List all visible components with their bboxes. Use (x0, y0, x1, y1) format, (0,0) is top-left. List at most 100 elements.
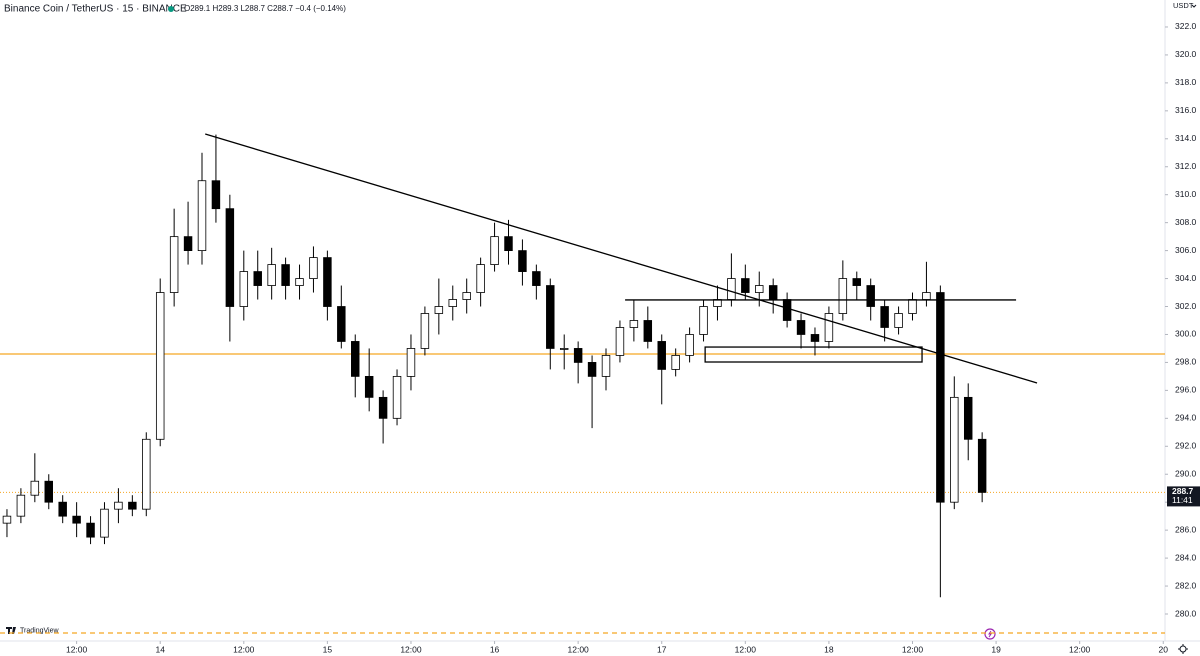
candle-body (727, 278, 736, 300)
candle (86, 516, 95, 545)
currency-caret (1191, 4, 1197, 8)
x-tick-label: 12:00 (568, 644, 590, 654)
candle-body (977, 438, 987, 493)
candle-body (615, 327, 625, 356)
candle-body (824, 313, 834, 342)
candle (323, 250, 332, 321)
x-tick-label: 18 (824, 644, 834, 654)
y-tick-label: 286.0 (1175, 524, 1197, 534)
candle-body (671, 355, 680, 370)
brand-icon (6, 627, 16, 634)
x-tick-label: 12:00 (400, 644, 422, 654)
candle (546, 278, 555, 370)
candle (142, 432, 151, 517)
candle (16, 488, 26, 524)
candle-body (142, 438, 151, 510)
candle-body (281, 264, 290, 286)
candle (351, 334, 360, 398)
candle (211, 134, 221, 223)
candle-body (128, 501, 137, 510)
candle (100, 502, 109, 545)
candle-body (462, 292, 471, 300)
candle (253, 250, 262, 300)
candle-body (406, 348, 416, 377)
candle (30, 453, 40, 503)
last-price-label: 288.7 (1172, 486, 1194, 496)
x-tick-label: 17 (657, 644, 667, 654)
candle (699, 299, 708, 342)
candle-body (866, 285, 875, 307)
candle (490, 222, 499, 272)
y-tick-label: 296.0 (1175, 385, 1197, 395)
candle-body (253, 271, 262, 286)
candle-body (838, 278, 848, 314)
candle-body (559, 348, 569, 350)
settings-icon[interactable] (1178, 644, 1188, 654)
candle-body (420, 313, 430, 349)
y-tick-label: 314.0 (1175, 133, 1197, 143)
candle (2, 509, 12, 538)
y-tick-label: 280.0 (1175, 608, 1197, 618)
candle-body (239, 271, 249, 307)
candle-body (950, 396, 959, 503)
y-tick-label: 302.0 (1175, 301, 1197, 311)
candle (267, 247, 276, 300)
candle-body (58, 501, 67, 517)
candle (448, 285, 457, 321)
candle (587, 355, 597, 429)
x-tick-label: 14 (155, 644, 165, 654)
candle (810, 327, 820, 356)
candle-body (796, 320, 806, 335)
candle-body (86, 522, 95, 538)
trend-line (205, 133, 1038, 384)
candle (169, 208, 179, 307)
candle (392, 369, 402, 426)
candle-body (629, 320, 639, 328)
candle-body (518, 250, 527, 272)
candle-body (225, 208, 235, 307)
y-tick-label: 282.0 (1175, 580, 1197, 590)
candle (852, 271, 862, 300)
candle (838, 260, 848, 321)
x-tick-label: 12:00 (735, 644, 757, 654)
candle-body (30, 480, 40, 496)
candle (58, 495, 67, 524)
candle-body (643, 320, 653, 342)
candle-body (183, 236, 193, 252)
candle (197, 152, 207, 265)
candle (963, 383, 973, 461)
candle (601, 348, 611, 391)
candle (977, 432, 987, 503)
candle-body (657, 341, 666, 370)
candle (281, 257, 290, 300)
currency-label: USDT (1173, 1, 1194, 10)
y-tick-label: 322.0 (1175, 21, 1197, 31)
candle-body (852, 278, 862, 286)
candle-body (155, 292, 165, 440)
candle (378, 390, 388, 444)
y-tick-label: 300.0 (1175, 329, 1197, 339)
y-tick-label: 316.0 (1175, 105, 1197, 115)
candle (629, 299, 639, 342)
candle (657, 334, 666, 405)
plot-area (0, 133, 1165, 634)
candle (755, 271, 764, 307)
y-tick-label: 310.0 (1175, 189, 1197, 199)
y-tick-label: 304.0 (1175, 273, 1197, 283)
candle (44, 474, 53, 510)
candle-body (532, 271, 541, 286)
y-tick-label: 290.0 (1175, 468, 1197, 478)
last-price-badge (1167, 486, 1200, 507)
candle (364, 348, 374, 412)
candle (824, 306, 834, 349)
y-tick-label: 320.0 (1175, 49, 1197, 59)
candle-body (573, 348, 583, 363)
x-tick-label: 12:00 (1069, 644, 1091, 654)
candle (72, 502, 81, 538)
candle (462, 278, 471, 314)
x-tick-label: 16 (490, 644, 500, 654)
brand-text: TradingView (20, 627, 59, 634)
alert-circle[interactable] (984, 628, 996, 640)
settings-teeth[interactable] (1178, 644, 1188, 654)
